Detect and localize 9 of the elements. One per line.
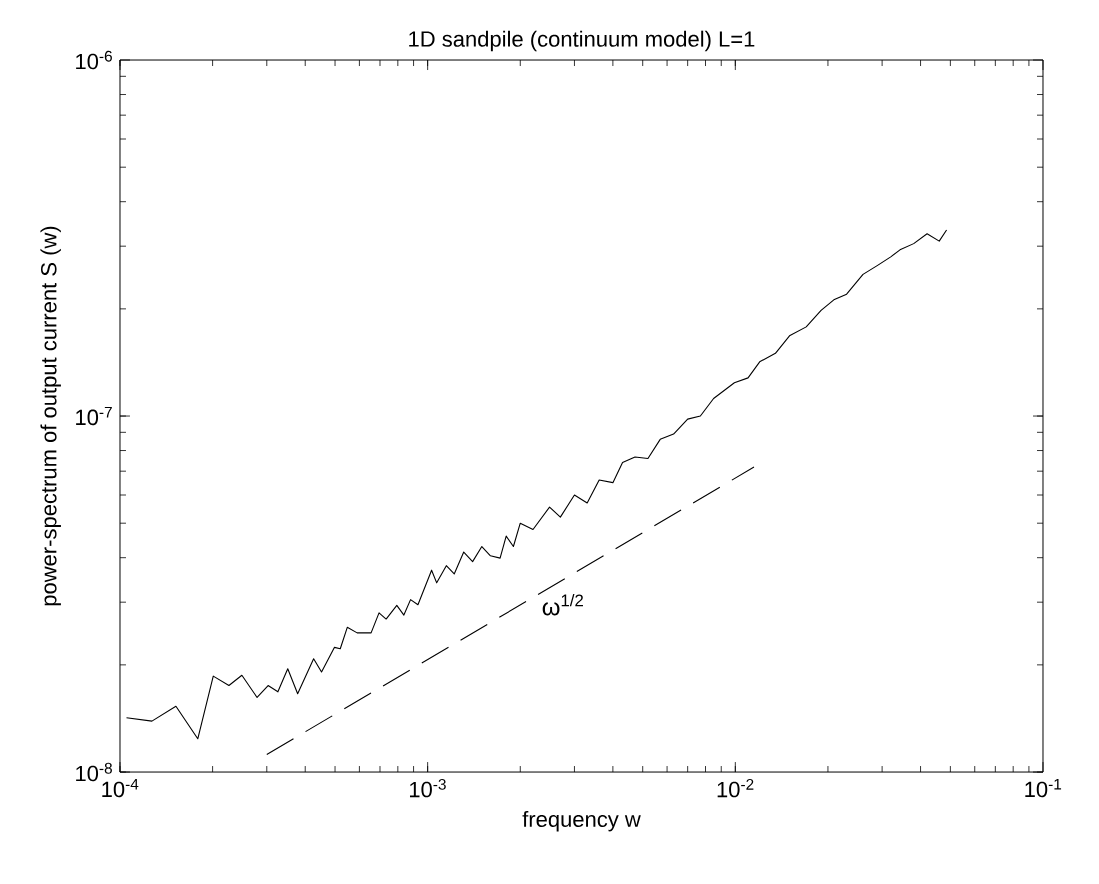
y-tick-label: 10$^{-7}$ bbox=[76, 406, 112, 426]
y-tick-label: 10$^{-6}$ bbox=[76, 50, 112, 70]
x-tick-label: 10$^{-2}$ bbox=[717, 778, 754, 798]
x-tick-label: 10$^{-1}$ bbox=[1025, 778, 1062, 798]
x-axis-title: frequency w bbox=[522, 810, 641, 832]
annotation: ω$^{1/2}$ bbox=[542, 594, 583, 616]
x-tick-label: 10$^{-3}$ bbox=[409, 778, 446, 798]
y-axis-title: power-spectrum of output current S (w) bbox=[40, 226, 61, 606]
chart-title: 1D sandpile (continuum model) L=1 bbox=[409, 30, 755, 52]
